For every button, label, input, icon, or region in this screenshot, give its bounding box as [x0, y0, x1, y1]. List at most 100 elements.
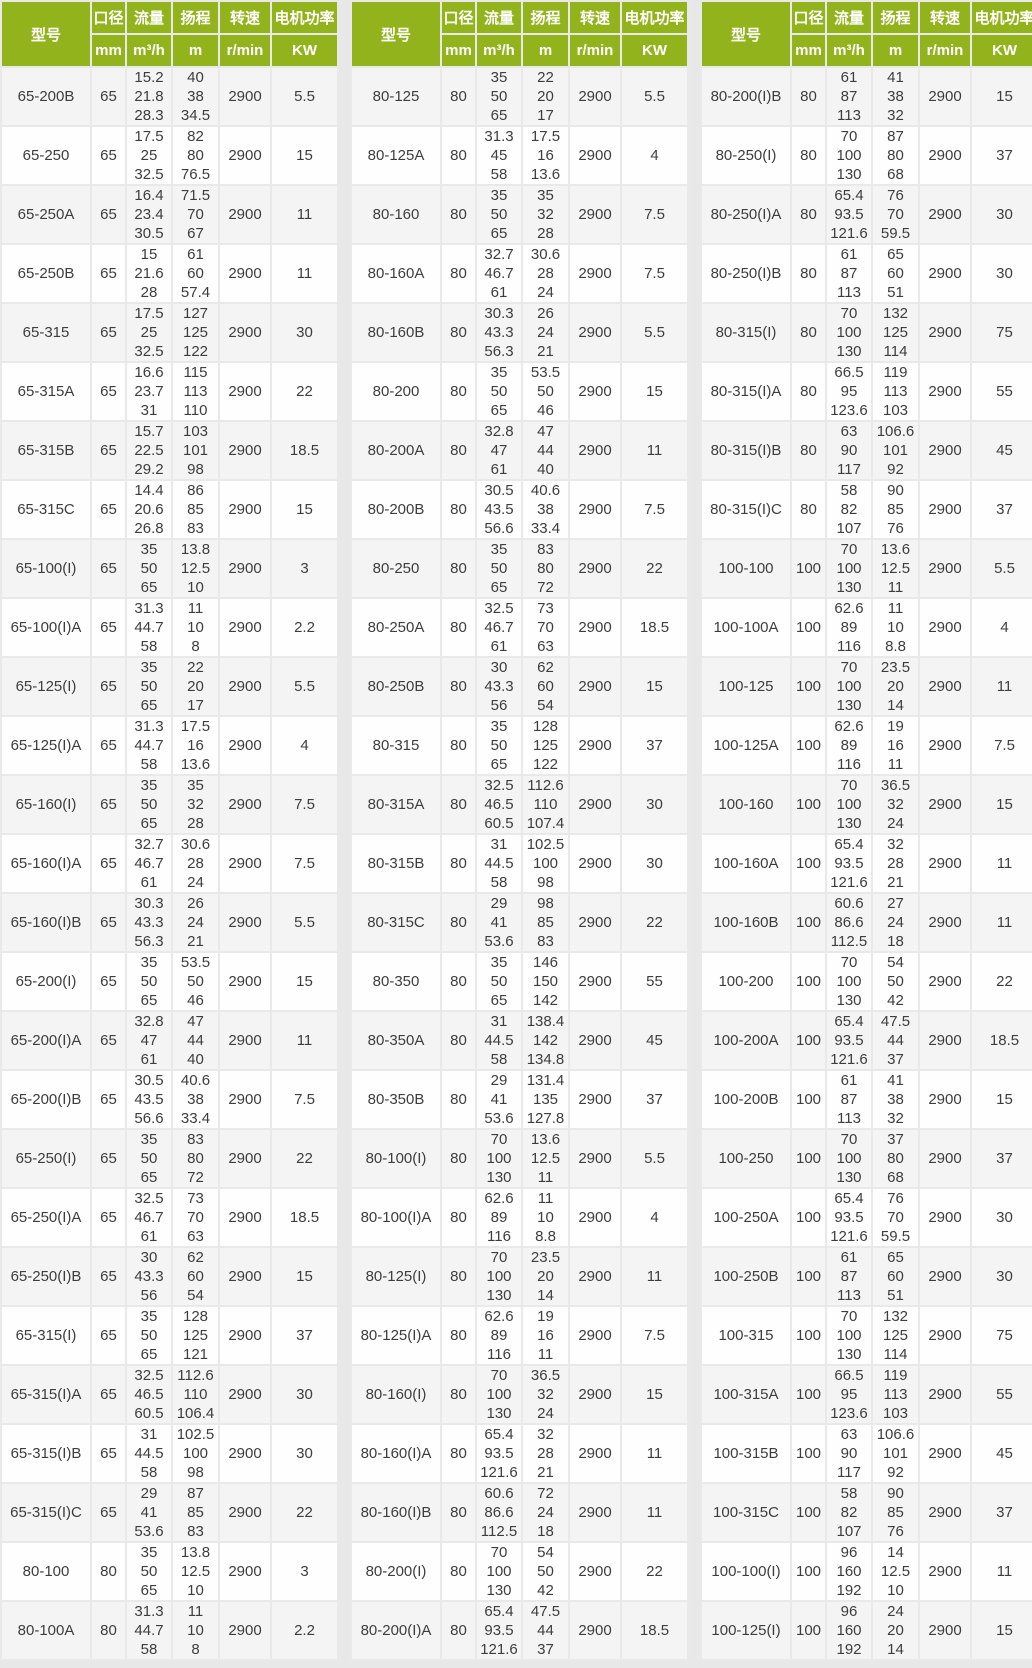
cell-power: 22	[270, 1128, 339, 1189]
cell-head: 72 24 18	[521, 1482, 570, 1543]
cell-flow: 96 160 192	[825, 1600, 873, 1661]
cell-speed: 2900	[568, 361, 622, 422]
cell-flow: 15.7 22.5 29.2	[125, 420, 173, 481]
cell-flow: 63 90 117	[825, 1423, 873, 1484]
table-row: 65-100(I) 65 35 50 65 13.8 12.5 10 2900 3	[0, 538, 339, 599]
cell-dn: 100	[790, 715, 827, 776]
cell-flow: 70 100 130	[825, 656, 873, 717]
table-row: 80-315(I)C 80 58 82 107 90 85 76 2900 37	[700, 479, 1032, 540]
cell-dn: 80	[440, 1069, 477, 1130]
cell-head: 112.6 110 106.4	[171, 1364, 220, 1425]
cell-speed: 2900	[568, 1010, 622, 1071]
cell-head: 40 38 34.5	[171, 66, 220, 127]
cell-power: 5.5	[270, 656, 339, 717]
table-row: 80-125(I)A 80 62.6 89 116 19 16 11 2900 7.5	[350, 1305, 689, 1366]
cell-speed: 2900	[918, 833, 972, 894]
cell-model: 80-350A	[350, 1010, 442, 1071]
cell-model: 65-315(I)	[0, 1305, 92, 1366]
cell-dn: 65	[90, 1246, 127, 1307]
cell-power: 22	[270, 1482, 339, 1543]
cell-head: 22 20 17	[521, 66, 570, 127]
table-row: 65-250A 65 16.4 23.4 30.5 71.5 70 67 2900 11	[0, 184, 339, 245]
cell-head: 83 80 72	[521, 538, 570, 599]
cell-head: 76 70 59.5	[871, 1187, 920, 1248]
cell-head: 26 24 21	[521, 302, 570, 363]
table-row: 80-125(I) 80 70 100 130 23.5 20 14 2900 11	[350, 1246, 689, 1307]
cell-speed: 2900	[918, 1364, 972, 1425]
cell-dn: 65	[90, 715, 127, 776]
cell-flow: 65.4 93.5 121.6	[825, 1010, 873, 1071]
cell-speed: 2900	[918, 1187, 972, 1248]
header-diameter: 口径	[440, 0, 477, 35]
cell-flow: 31.3 44.7 58	[125, 1600, 173, 1661]
cell-flow: 35 50 65	[125, 1541, 173, 1602]
cell-model: 65-100(I)	[0, 538, 92, 599]
table-row: 65-315A 65 16.6 23.7 31 115 113 110 2900 22	[0, 361, 339, 422]
cell-flow: 35 50 65	[125, 538, 173, 599]
cell-model: 80-160	[350, 184, 442, 245]
cell-flow: 32.8 47 61	[475, 420, 523, 481]
cell-flow: 65.4 93.5 121.6	[475, 1600, 523, 1661]
table-row: 65-315C 65 14.4 20.6 26.8 86 85 83 2900 15	[0, 479, 339, 540]
cell-power: 37	[970, 479, 1032, 540]
cell-head: 65 60 51	[871, 243, 920, 304]
table-header: 型号 口径 流量 扬程 转速 电机功率 mm m³/h m r/min KW	[350, 0, 689, 68]
cell-power: 37	[970, 125, 1032, 186]
cell-power: 30	[270, 1423, 339, 1484]
cell-dn: 80	[440, 892, 477, 953]
cell-dn: 100	[790, 1364, 827, 1425]
cell-model: 80-250B	[350, 656, 442, 717]
cell-power: 7.5	[620, 479, 689, 540]
cell-flow: 29 41 53.6	[475, 892, 523, 953]
cell-flow: 32.5 46.7 61	[475, 597, 523, 658]
cell-dn: 80	[440, 1364, 477, 1425]
cell-speed: 2900	[918, 1600, 972, 1661]
header-speed-unit: r/min	[918, 33, 972, 68]
cell-head: 19 16 11	[871, 715, 920, 776]
cell-model: 100-100(I)	[700, 1541, 792, 1602]
cell-flow: 32.5 46.5 60.5	[475, 774, 523, 835]
cell-power: 7.5	[620, 1305, 689, 1366]
table-row: 65-315 65 17.5 25 32.5 127 125 122 2900 30	[0, 302, 339, 363]
table-row: 65-315(I)C 65 29 41 53.6 87 85 83 2900 22	[0, 1482, 339, 1543]
cell-power: 5.5	[620, 302, 689, 363]
cell-model: 100-315A	[700, 1364, 792, 1425]
cell-flow: 35 50 65	[475, 184, 523, 245]
cell-speed: 2900	[568, 1187, 622, 1248]
cell-head: 35 32 28	[521, 184, 570, 245]
cell-model: 100-125	[700, 656, 792, 717]
cell-power: 7.5	[270, 774, 339, 835]
cell-model: 80-100(I)A	[350, 1187, 442, 1248]
cell-model: 80-160(I)B	[350, 1482, 442, 1543]
cell-speed: 2900	[918, 951, 972, 1012]
cell-speed: 2900	[218, 1600, 272, 1661]
cell-head: 47 44 40	[521, 420, 570, 481]
cell-dn: 80	[440, 774, 477, 835]
cell-model: 80-125A	[350, 125, 442, 186]
header-head-unit: m	[871, 33, 920, 68]
cell-head: 82 80 76.5	[171, 125, 220, 186]
cell-dn: 80	[90, 1541, 127, 1602]
cell-power: 37	[270, 1305, 339, 1366]
cell-power: 37	[620, 1069, 689, 1130]
table-row: 100-250A 100 65.4 93.5 121.6 76 70 59.5 2900…	[700, 1187, 1032, 1248]
cell-power: 5.5	[270, 892, 339, 953]
cell-model: 80-160A	[350, 243, 442, 304]
table-row: 100-100 100 70 100 130 13.6 12.5 11 2900 5.5	[700, 538, 1032, 599]
cell-dn: 65	[90, 774, 127, 835]
cell-head: 27 24 18	[871, 892, 920, 953]
table-row: 65-250(I)A 65 32.5 46.7 61 73 70 63 2900 18.5	[0, 1187, 339, 1248]
cell-dn: 80	[440, 66, 477, 127]
cell-model: 100-315C	[700, 1482, 792, 1543]
cell-speed: 2900	[218, 66, 272, 127]
cell-speed: 2900	[918, 715, 972, 776]
cell-model: 80-315(I)B	[700, 420, 792, 481]
cell-dn: 65	[90, 1305, 127, 1366]
cell-power: 55	[970, 1364, 1032, 1425]
cell-speed: 2900	[918, 1423, 972, 1484]
cell-flow: 70 100 130	[825, 1305, 873, 1366]
cell-model: 65-160(I)	[0, 774, 92, 835]
header-power-unit: KW	[620, 33, 689, 68]
table-row: 80-160B 80 30.3 43.3 56.3 26 24 21 2900 5.5	[350, 302, 689, 363]
